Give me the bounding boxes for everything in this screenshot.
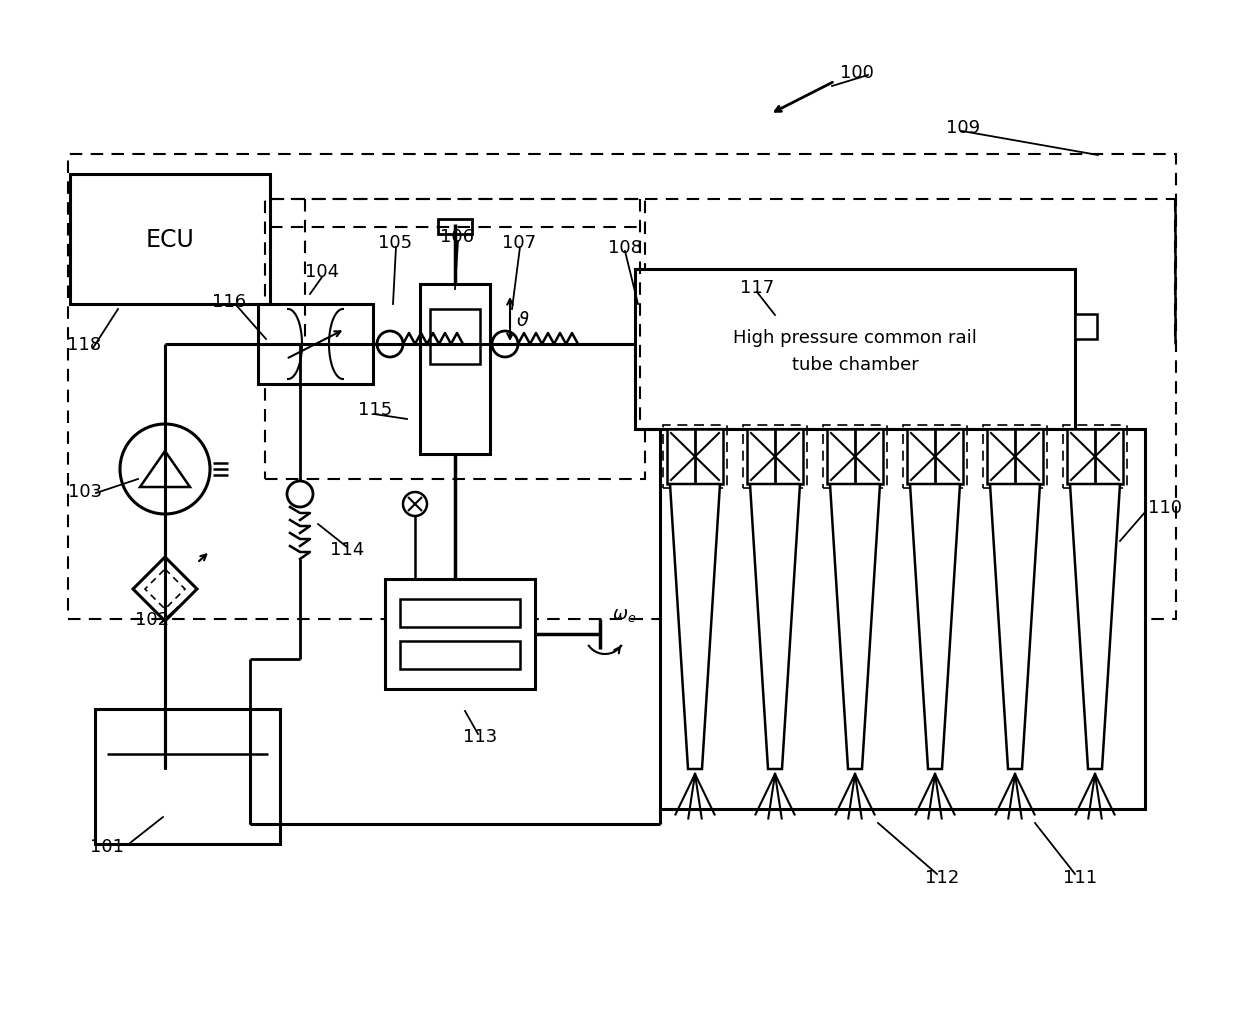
Polygon shape	[830, 484, 880, 769]
Bar	[265, 200, 645, 479]
Text: 106: 106	[440, 227, 474, 246]
Text: 113: 113	[463, 727, 497, 745]
Bar	[635, 270, 1075, 430]
Circle shape	[377, 332, 403, 358]
Bar	[1075, 314, 1097, 340]
Bar	[903, 426, 967, 488]
Text: High pressure common rail: High pressure common rail	[733, 329, 977, 347]
Text: 100: 100	[839, 64, 874, 82]
Bar	[1066, 430, 1123, 484]
Text: $\omega_e$: $\omega_e$	[613, 606, 636, 624]
Polygon shape	[750, 484, 800, 769]
Text: ECU: ECU	[145, 227, 195, 252]
Bar	[663, 426, 727, 488]
Bar	[660, 430, 1145, 809]
Text: 114: 114	[330, 541, 365, 558]
Text: 111: 111	[1063, 868, 1097, 886]
Polygon shape	[990, 484, 1040, 769]
Text: tube chamber: tube chamber	[791, 356, 919, 374]
Bar	[258, 304, 373, 384]
Text: 110: 110	[1148, 498, 1182, 517]
Text: 116: 116	[212, 293, 246, 310]
Text: 108: 108	[608, 239, 642, 257]
Text: 109: 109	[946, 119, 980, 136]
Bar	[823, 426, 887, 488]
Polygon shape	[1070, 484, 1120, 769]
Bar	[68, 155, 1176, 620]
Bar	[827, 430, 883, 484]
Text: $\vartheta$: $\vartheta$	[516, 310, 529, 330]
Text: 103: 103	[68, 482, 102, 500]
Circle shape	[120, 425, 210, 515]
Text: 118: 118	[67, 336, 102, 354]
Bar	[438, 219, 472, 235]
Polygon shape	[910, 484, 960, 769]
Bar	[401, 600, 520, 628]
Bar	[401, 641, 520, 669]
Text: 101: 101	[91, 837, 124, 855]
Text: 112: 112	[925, 868, 960, 886]
Text: 105: 105	[378, 234, 412, 252]
Bar	[95, 710, 280, 844]
Polygon shape	[140, 452, 190, 487]
Bar	[667, 430, 723, 484]
Polygon shape	[670, 484, 720, 769]
Bar	[983, 426, 1047, 488]
Bar	[430, 309, 480, 365]
Bar	[420, 285, 490, 455]
Bar	[384, 579, 534, 690]
Text: 115: 115	[358, 400, 392, 419]
Text: 102: 102	[135, 611, 169, 629]
Bar	[906, 430, 963, 484]
Polygon shape	[133, 557, 197, 622]
Bar	[743, 426, 807, 488]
Bar	[1063, 426, 1127, 488]
Text: 104: 104	[305, 263, 339, 281]
Bar	[746, 430, 804, 484]
Text: 117: 117	[740, 279, 774, 296]
Circle shape	[286, 481, 312, 508]
Bar	[69, 175, 270, 304]
Circle shape	[492, 332, 518, 358]
Text: 107: 107	[502, 234, 536, 252]
Bar	[987, 430, 1043, 484]
Circle shape	[403, 492, 427, 517]
